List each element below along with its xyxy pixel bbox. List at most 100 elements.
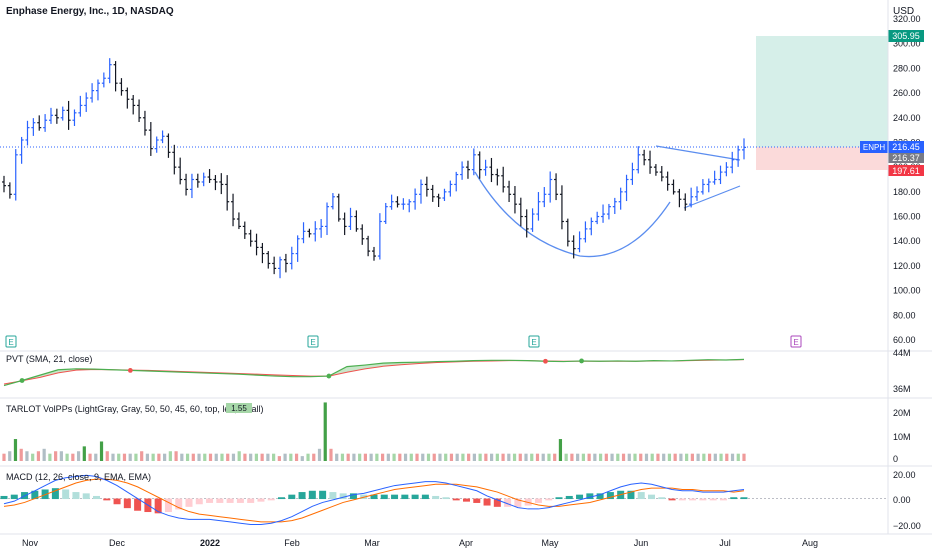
volume-bar xyxy=(587,453,591,461)
pvt-line xyxy=(3,358,745,387)
ohlc-bar xyxy=(90,83,95,103)
ohlc-bar xyxy=(465,160,470,179)
ohlc-bar xyxy=(618,187,623,210)
macd-histogram-bar xyxy=(31,490,39,500)
pvt-fill-segment xyxy=(346,365,365,373)
ohlc-bar xyxy=(501,166,506,193)
macd-histogram-bar xyxy=(339,493,347,500)
volume-bar xyxy=(478,453,482,461)
pvt-signal-line xyxy=(3,359,745,385)
volume-bar xyxy=(627,453,631,461)
currency-label: USD xyxy=(893,6,914,17)
earnings-marker-nov[interactable]: E xyxy=(5,335,17,348)
ohlc-bar xyxy=(624,174,629,202)
ohlc-bar xyxy=(236,212,241,230)
volume-bar xyxy=(455,453,459,461)
macd-histogram-bar xyxy=(421,494,429,500)
volume-bar xyxy=(644,453,649,461)
ohlc-bar xyxy=(460,161,465,180)
earnings-marker-jul[interactable]: E xyxy=(790,335,802,348)
macd-histogram-bar xyxy=(123,498,131,509)
volume-bar xyxy=(191,453,195,461)
macd-label[interactable]: MACD (12, 26, close, 9, EMA, EMA) xyxy=(6,472,151,482)
price-tick-label: 320.00 xyxy=(893,14,921,24)
macd-histogram-bar xyxy=(606,492,614,500)
ohlc-bar xyxy=(642,149,647,166)
ohlc-bar xyxy=(360,224,365,245)
volume-bar xyxy=(535,453,540,461)
volume-label[interactable]: TARLOT VolPPs (LightGray, Gray, 50, 50, … xyxy=(6,404,263,414)
volume-bar xyxy=(76,451,81,461)
volume-bar xyxy=(650,453,654,461)
volume-bar xyxy=(679,453,683,461)
pvt-fill-segment xyxy=(364,363,384,369)
earnings-marker-apr[interactable]: E xyxy=(528,335,540,348)
volume-badge-text: 1.55 xyxy=(231,404,247,413)
volume-bar xyxy=(719,453,723,461)
ohlc-bar xyxy=(160,130,165,144)
ohlc-bar xyxy=(172,144,177,175)
macd-histogram-bar xyxy=(576,494,584,500)
price-tick-label: 160.00 xyxy=(893,212,921,222)
ohlc-bar xyxy=(84,92,89,112)
ohlc-bar xyxy=(689,187,694,208)
volume-bar xyxy=(610,453,614,461)
ohlc-bar xyxy=(483,159,488,176)
volume-bar xyxy=(122,453,127,461)
symbol-tag-text: ENPH xyxy=(863,143,885,152)
macd-histogram-bar xyxy=(51,488,59,500)
prev-close-badge xyxy=(888,153,924,163)
x-label-may: May xyxy=(541,538,559,548)
ohlc-bar xyxy=(724,162,729,177)
price-tick-label: 180.00 xyxy=(893,187,921,197)
pvt-label[interactable]: PVT (SMA, 21, close) xyxy=(6,354,92,364)
ohlc-bar xyxy=(7,182,12,199)
macd-histogram-bar xyxy=(452,498,460,501)
ohlc-bar xyxy=(54,108,59,124)
volume-bar xyxy=(530,453,534,461)
stop-price-badge xyxy=(888,165,924,176)
macd-histogram-bar xyxy=(380,494,388,500)
volume-bar xyxy=(662,453,666,461)
volume-bar xyxy=(48,453,52,461)
macd-indicator xyxy=(0,474,888,526)
volume-bar xyxy=(547,453,551,461)
volume-bar xyxy=(576,453,580,461)
ohlc-bar xyxy=(37,115,42,131)
volume-bar xyxy=(564,453,568,461)
volume-bar xyxy=(604,453,608,461)
volume-bar xyxy=(294,453,299,461)
ohlc-bar xyxy=(366,235,371,257)
ohlc-bar xyxy=(101,72,106,88)
volume-bar xyxy=(277,456,281,461)
ohlc-bar xyxy=(125,87,130,109)
ohlc-bar xyxy=(31,118,36,136)
ohlc-bar xyxy=(289,246,294,270)
stop-zone xyxy=(756,147,888,170)
volume-bar xyxy=(541,453,545,461)
macd-histogram-bar xyxy=(627,490,635,500)
ohlc-bar xyxy=(278,256,283,279)
pvt-cross-dot xyxy=(579,358,584,364)
ohlc-bar xyxy=(683,193,688,211)
volume-tick-0: 0 xyxy=(893,454,898,464)
volume-bar xyxy=(36,451,41,461)
ohlc-bar xyxy=(424,176,429,197)
ohlc-bar xyxy=(184,173,189,196)
ohlc-bar xyxy=(78,95,83,117)
earnings-marker-feb[interactable]: E xyxy=(307,335,319,348)
volume-bar xyxy=(707,453,712,461)
volume-bar xyxy=(220,453,224,461)
ohlc-bar xyxy=(330,193,335,210)
ohlc-bar xyxy=(301,222,306,244)
ohlc-bar xyxy=(266,251,271,269)
macd-histogram-bar xyxy=(175,498,183,510)
volume-bar xyxy=(696,453,700,461)
ohlc-bar xyxy=(207,169,212,183)
ohlc-bar xyxy=(448,180,453,197)
x-label-apr: Apr xyxy=(459,538,473,548)
svg-text:E: E xyxy=(531,338,536,347)
ohlc-bar xyxy=(636,146,641,174)
ohlc-bar xyxy=(653,164,658,176)
macd-histogram-bar xyxy=(288,494,296,500)
